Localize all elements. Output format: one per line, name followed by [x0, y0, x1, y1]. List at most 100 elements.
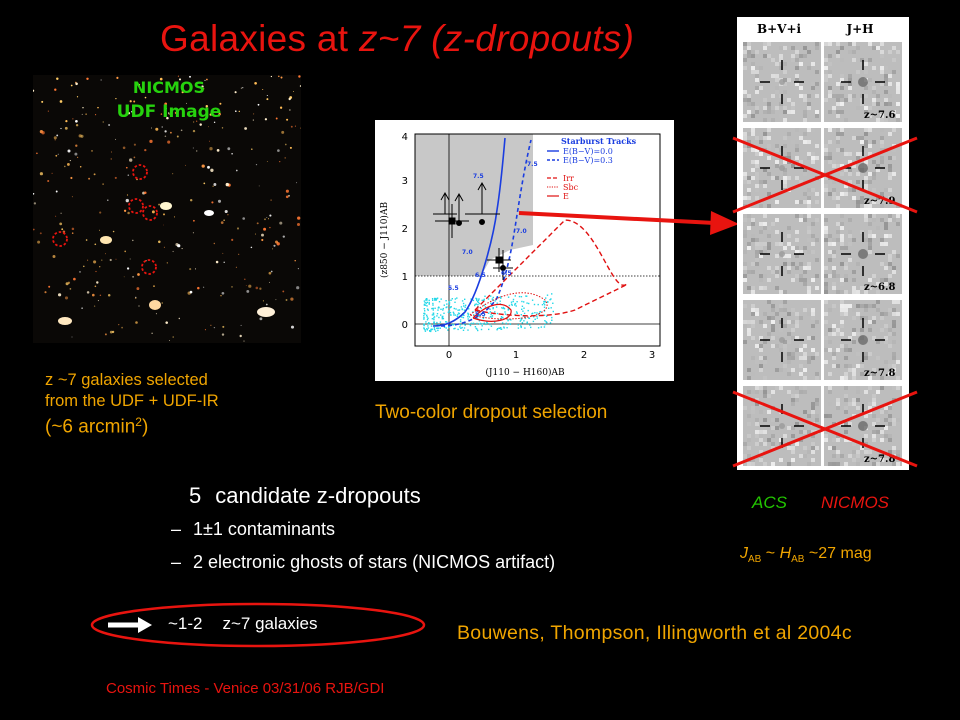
field-galaxy [138, 83, 141, 86]
bright-galaxy [100, 236, 112, 244]
field-galaxy [172, 250, 174, 253]
field-galaxy [44, 291, 47, 294]
field-galaxy-point [453, 328, 455, 330]
plot-frame [414, 133, 661, 347]
field-galaxy [177, 75, 179, 77]
field-galaxy-point [527, 309, 529, 312]
field-galaxy [137, 273, 140, 276]
field-galaxy [91, 150, 93, 152]
field-galaxy [95, 114, 97, 116]
field-galaxy-point [531, 299, 534, 301]
field-galaxy [151, 332, 153, 334]
field-galaxy [33, 228, 35, 231]
lower-limit-arrow [454, 192, 464, 202]
field-galaxy [96, 281, 99, 284]
field-galaxy-point [507, 318, 509, 321]
field-galaxy [144, 96, 147, 99]
plot-caption: Two-color dropout selection [375, 402, 608, 423]
track-sbc [469, 292, 548, 320]
field-galaxy [47, 110, 49, 112]
field-galaxy [219, 102, 222, 105]
field-galaxy-point [448, 326, 451, 328]
field-galaxy-point [504, 311, 506, 313]
data-point [479, 219, 485, 225]
field-galaxy-point [475, 315, 478, 317]
field-galaxy-point [480, 307, 482, 310]
field-galaxy-point [468, 323, 470, 325]
field-galaxy-point [507, 308, 510, 310]
field-galaxy-point [448, 301, 450, 303]
field-galaxy-point [479, 322, 482, 325]
field-galaxy [99, 266, 101, 268]
field-galaxy-point [489, 316, 492, 318]
field-galaxy [290, 125, 293, 128]
field-galaxy [87, 259, 89, 261]
udf-label-line1: NICMOS [133, 78, 205, 97]
field-galaxy [52, 255, 56, 258]
field-galaxy-point [545, 321, 547, 323]
field-galaxy-point [515, 305, 517, 307]
legend-irr: Irr [563, 174, 574, 183]
field-galaxy-point [496, 328, 499, 330]
field-galaxy [284, 157, 286, 159]
track-label: 7.0 [462, 249, 473, 256]
track-label: 5.5 [475, 311, 486, 318]
field-galaxy [215, 260, 219, 264]
field-galaxy [262, 300, 264, 302]
field-galaxy-point [432, 304, 434, 306]
field-galaxy-point [426, 305, 428, 307]
postage-stamp [743, 214, 821, 294]
field-galaxy [99, 211, 102, 214]
field-galaxy [174, 111, 177, 114]
field-galaxy-point [549, 299, 551, 301]
field-galaxy-point [440, 308, 442, 310]
field-galaxy [126, 194, 129, 196]
field-galaxy [223, 261, 225, 264]
field-galaxy-point [523, 301, 525, 303]
field-galaxy [286, 118, 289, 121]
field-galaxy-point [448, 310, 451, 312]
field-galaxy [67, 281, 71, 284]
field-galaxy-point [490, 295, 492, 297]
selection-region [415, 134, 533, 276]
field-galaxy [53, 136, 57, 140]
field-galaxy [160, 113, 163, 115]
track-label: 7.5 [473, 173, 484, 180]
field-galaxy [118, 323, 120, 326]
field-galaxy-point [433, 317, 435, 319]
field-galaxy-point [520, 317, 522, 319]
field-galaxy [48, 285, 51, 288]
field-galaxy [264, 118, 268, 121]
field-galaxy [172, 173, 174, 175]
field-galaxy-point [427, 317, 429, 319]
field-galaxy [131, 110, 133, 113]
field-galaxy [220, 221, 224, 224]
field-galaxy [73, 277, 76, 281]
field-galaxy [177, 244, 181, 248]
udf-caption-close: ) [141, 416, 149, 438]
field-galaxy-point [452, 311, 455, 313]
y-tick: 4 [402, 132, 408, 143]
field-galaxy [297, 268, 299, 270]
field-galaxy [300, 127, 301, 129]
field-galaxy-point [483, 298, 485, 301]
field-galaxy [275, 240, 278, 244]
field-galaxy-point [476, 299, 478, 301]
field-galaxy-point [548, 307, 550, 309]
field-galaxy-point [428, 301, 430, 304]
field-galaxy [144, 191, 147, 195]
mag-h: H [779, 545, 792, 562]
field-galaxy [37, 240, 41, 244]
bright-galaxy [58, 317, 72, 325]
field-galaxy [253, 113, 255, 115]
track-ebv-0 [432, 137, 506, 327]
field-galaxy-point [524, 315, 526, 318]
field-galaxy-point [478, 313, 480, 316]
field-galaxy-point [447, 311, 450, 313]
field-galaxy-point [438, 324, 440, 326]
reference: Bouwens, Thompson, Illingworth et al 200… [457, 622, 852, 644]
field-galaxy-point [468, 316, 471, 318]
field-galaxy [63, 165, 66, 168]
field-galaxy [221, 333, 225, 336]
field-galaxy-point [543, 302, 545, 305]
